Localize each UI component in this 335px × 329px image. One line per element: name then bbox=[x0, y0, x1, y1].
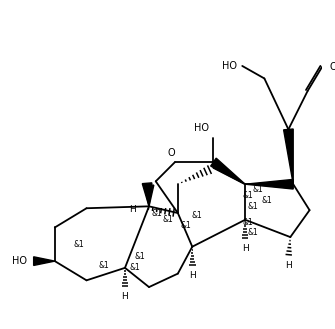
Text: &1: &1 bbox=[163, 215, 174, 224]
Text: O: O bbox=[330, 62, 335, 72]
Polygon shape bbox=[34, 257, 55, 266]
Text: &1: &1 bbox=[262, 196, 273, 205]
Text: &1: &1 bbox=[73, 240, 84, 249]
Text: &1: &1 bbox=[252, 185, 263, 193]
Text: H: H bbox=[122, 292, 128, 301]
Text: &1: &1 bbox=[151, 209, 162, 217]
Polygon shape bbox=[211, 158, 245, 184]
Text: H: H bbox=[129, 205, 136, 214]
Text: &1: &1 bbox=[98, 262, 109, 270]
Text: HO: HO bbox=[194, 123, 209, 134]
Text: &1: &1 bbox=[248, 202, 258, 211]
Text: HO: HO bbox=[12, 256, 27, 266]
Text: &1: &1 bbox=[243, 218, 253, 227]
Text: H: H bbox=[189, 271, 196, 280]
Polygon shape bbox=[144, 185, 154, 206]
Text: &1: &1 bbox=[180, 221, 191, 230]
Polygon shape bbox=[245, 179, 293, 189]
Polygon shape bbox=[284, 129, 293, 184]
Text: H: H bbox=[285, 262, 292, 270]
Text: H: H bbox=[242, 244, 249, 253]
Polygon shape bbox=[142, 183, 152, 206]
Text: &1: &1 bbox=[134, 252, 145, 261]
Text: HO: HO bbox=[222, 61, 238, 71]
Text: O: O bbox=[167, 148, 175, 159]
Text: &1: &1 bbox=[243, 191, 253, 200]
Text: &1: &1 bbox=[248, 228, 258, 237]
Text: &1: &1 bbox=[129, 263, 140, 272]
Text: &1: &1 bbox=[192, 212, 202, 220]
